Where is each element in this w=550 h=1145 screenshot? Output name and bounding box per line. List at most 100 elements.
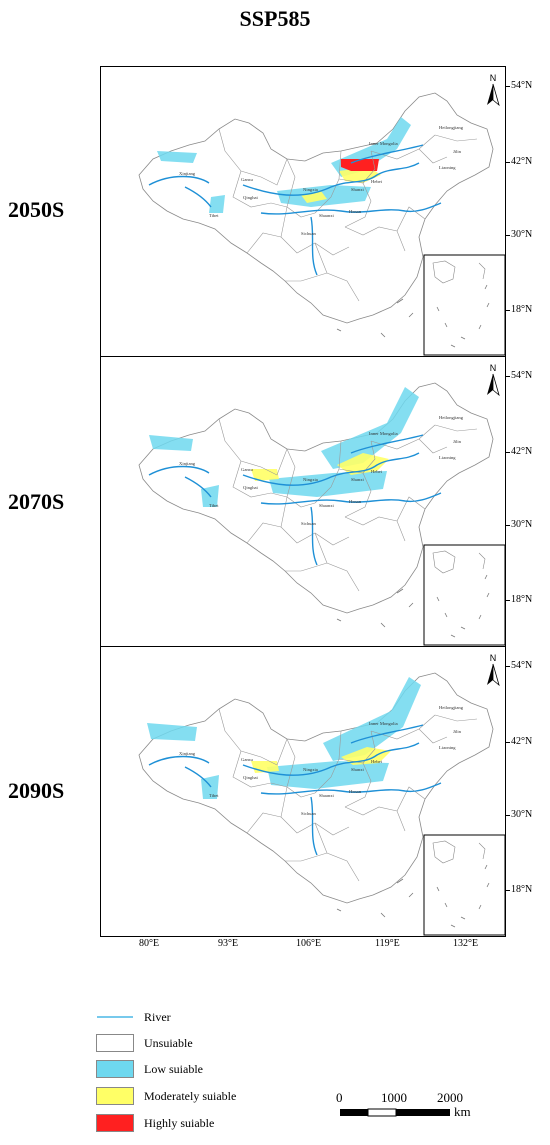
province-label: Shaanxi: [319, 793, 335, 798]
moderate-suitability-area: [251, 469, 279, 481]
province-border: [418, 728, 448, 744]
province-border: [418, 148, 448, 164]
map-panel-2090s: Heilongjiang Jilin Inner Mongolia Liaoning X…: [100, 646, 506, 937]
legend-label-high: Highly suiable: [144, 1115, 215, 1130]
province-label: Inner Mongolia: [369, 431, 398, 436]
province-border: [314, 822, 360, 882]
lat-tick-2-3: 18°N: [511, 884, 533, 895]
province-label: Liaoning: [439, 455, 456, 460]
province-border: [434, 714, 478, 722]
scale-bar-graphic: [340, 1108, 450, 1117]
province-label: Xinjiang: [179, 461, 196, 466]
lat-tick-1-2: 30°N: [511, 519, 533, 530]
low-suitability-area: [321, 387, 419, 469]
province-border: [338, 150, 376, 184]
low-suitability-area: [149, 435, 193, 451]
legend-label-low: Low suiable: [144, 1061, 203, 1076]
period-label-2050s: 2050S: [8, 197, 65, 222]
province-label: Heilongjiang: [439, 705, 464, 710]
island-mark: [336, 908, 342, 912]
river-line: [350, 144, 424, 164]
river-line: [310, 796, 318, 856]
north-arrow-icon: N: [487, 363, 500, 397]
island-mark: [336, 328, 342, 332]
island-mark: [396, 588, 404, 594]
lat-tick-mark: [505, 666, 510, 667]
province-border: [218, 128, 288, 186]
river-line: [148, 465, 210, 476]
south-china-sea-inset: [423, 834, 505, 936]
province-label: Sichuan: [301, 521, 317, 526]
province-label: Sichuan: [301, 231, 317, 236]
lon-tick-80: 80°E: [139, 938, 160, 949]
province-label: Ningxia: [303, 477, 318, 482]
map-panel-2070s: Heilongjiang Jilin Inner Mongolia Liaoning X…: [100, 356, 506, 647]
river-line: [242, 742, 420, 776]
province-border: [344, 226, 406, 252]
country-outline: [138, 92, 494, 324]
province-label: Sichuan: [301, 811, 317, 816]
province-border: [280, 786, 350, 836]
map-panel-2050s: Heilongjiang Jilin Inner Mongolia Liaoning X…: [100, 66, 506, 357]
legend-unsuitable: Unsuiable: [96, 1033, 193, 1053]
river-line: [350, 724, 424, 744]
province-label: Shanxi: [351, 187, 364, 192]
swatch-moderate: [96, 1087, 134, 1105]
river-line: [242, 452, 420, 486]
province-label: Henan: [349, 209, 362, 214]
lat-tick-2-1: 42°N: [511, 736, 533, 747]
province-border: [246, 522, 282, 544]
province-border: [314, 440, 342, 504]
island-mark: [408, 312, 414, 318]
province-border: [246, 232, 282, 254]
legend-river: River: [96, 1007, 171, 1027]
lat-tick-2-2: 30°N: [511, 809, 533, 820]
river-line: [184, 766, 212, 788]
province-border: [314, 242, 360, 302]
south-china-sea-inset: [423, 544, 505, 646]
province-label: Jilin: [453, 439, 462, 444]
province-label: Hebei: [371, 469, 383, 474]
swatch-unsuitable: [96, 1034, 134, 1052]
scale-unit: km: [454, 1104, 471, 1119]
low-suitability-area: [157, 151, 197, 163]
province-border: [280, 206, 350, 256]
scale-tick-1000: 1000: [381, 1090, 407, 1105]
province-border: [314, 532, 360, 592]
province-border: [338, 440, 376, 474]
province-border: [285, 562, 328, 572]
province-label: Tibet: [209, 503, 219, 508]
legend-label-river: River: [144, 1009, 171, 1024]
province-border: [314, 730, 342, 794]
lon-tick-132: 132°E: [453, 938, 479, 949]
province-label: Liaoning: [439, 745, 456, 750]
period-label-2070s: 2070S: [8, 489, 65, 514]
province-border: [218, 708, 288, 766]
period-label-2090s: 2090S: [8, 778, 65, 803]
china-map-svg: Heilongjiang Jilin Inner Mongolia Liaoning X…: [138, 363, 505, 646]
figure-title: SSP585: [239, 6, 311, 31]
lat-tick-0-1: 42°N: [511, 156, 533, 167]
lat-tick-0-3: 18°N: [511, 304, 533, 315]
lat-tick-mark: [505, 235, 510, 236]
province-label: Henan: [349, 499, 362, 504]
island-mark: [380, 912, 386, 918]
province-border: [246, 812, 282, 834]
legend-label-moderate: Moderately suiable: [144, 1088, 237, 1103]
province-label: Heilongjiang: [439, 415, 464, 420]
river-line: [184, 476, 212, 498]
lat-tick-0-0: 54°N: [511, 80, 533, 91]
high-suitability-area: [341, 159, 379, 171]
province-label: Inner Mongolia: [369, 141, 398, 146]
river-line-icon: [97, 1016, 133, 1018]
low-suitability-area: [323, 677, 421, 761]
china-map-svg: Heilongjiang Jilin Inner Mongolia Liaoning X…: [138, 653, 505, 936]
lat-tick-mark: [505, 452, 510, 453]
low-suitability-area: [269, 471, 387, 497]
lat-tick-1-1: 42°N: [511, 446, 533, 457]
island-mark: [380, 622, 386, 628]
lat-tick-1-0: 54°N: [511, 370, 533, 381]
province-border: [338, 730, 376, 764]
lon-tick-93: 93°E: [218, 938, 239, 949]
river-line: [310, 506, 318, 566]
